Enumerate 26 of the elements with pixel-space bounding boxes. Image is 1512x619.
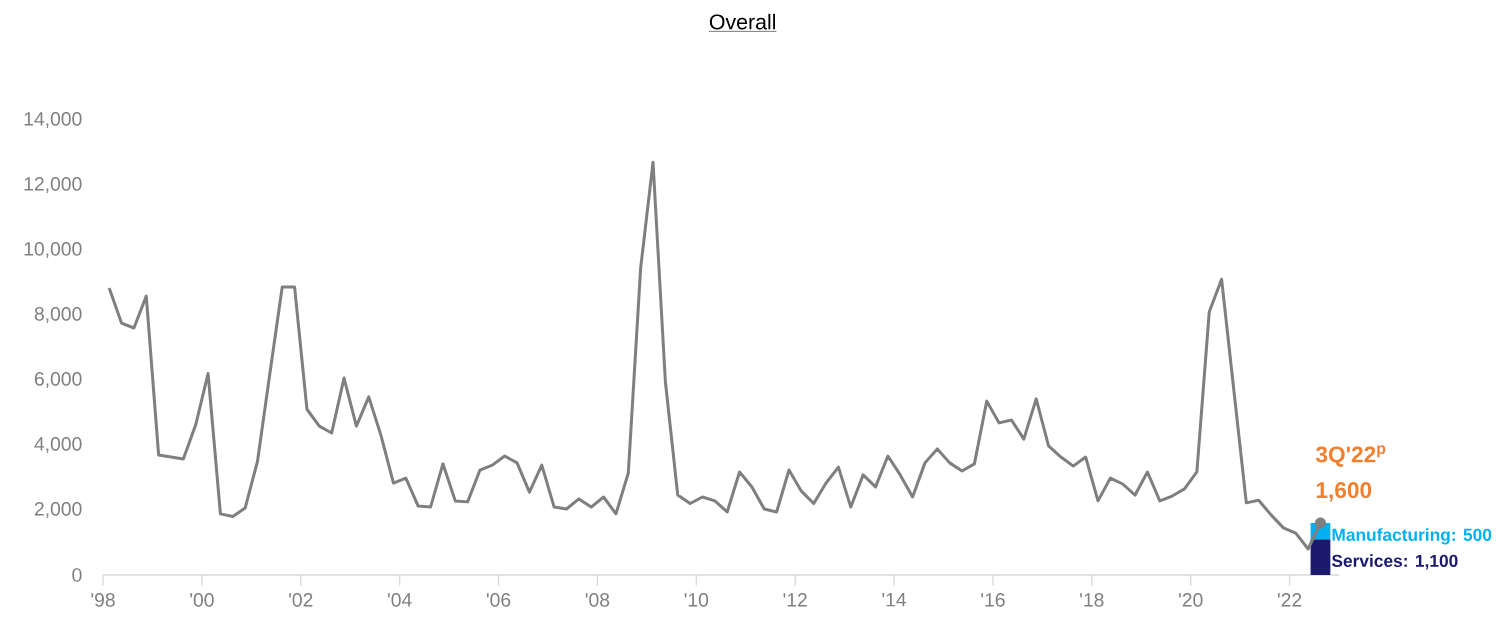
x-tick-label: '04	[388, 593, 412, 607]
x-tick-label: '16	[981, 593, 1005, 607]
x-tick-label: '06	[486, 593, 511, 607]
x-tick-label: '98	[91, 593, 115, 607]
annotation: 1,600	[1316, 482, 1372, 502]
y-tick-label: 2,000	[34, 502, 82, 518]
x-tick-label: '00	[190, 593, 214, 607]
y-tick-label: 14,000	[24, 112, 82, 128]
x-tick-label: '18	[1080, 593, 1104, 607]
y-tick-label: 6,000	[34, 372, 82, 388]
annotation: 3Q'22$^{p}$	[1315, 445, 1386, 467]
y-tick-label: 4,000	[34, 437, 82, 453]
x-tick-label: '12	[783, 593, 807, 607]
annotation: Services: 1,100	[1331, 554, 1458, 570]
x-tick-label: '14	[882, 593, 907, 607]
x-tick-label: '10	[684, 593, 709, 607]
x-tick-label: '02	[289, 593, 313, 607]
y-tick-label: 0	[72, 568, 82, 582]
x-tick-label: '08	[585, 593, 610, 607]
x-tick-label: '20	[1179, 593, 1203, 607]
y-tick-label: 8,000	[34, 307, 82, 323]
chart-title: Overall	[709, 13, 776, 30]
annotation: Manufacturing: 500	[1332, 528, 1492, 545]
x-tick-label: '22	[1277, 593, 1302, 607]
y-tick-label: 10,000	[24, 242, 82, 258]
y-tick-label: 12,000	[24, 177, 82, 193]
